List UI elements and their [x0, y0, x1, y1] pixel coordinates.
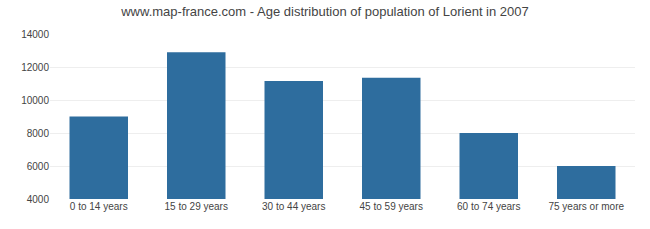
- svg-text:15 to 29 years: 15 to 29 years: [165, 201, 228, 212]
- svg-text:www.map-france.com - Age distr: www.map-france.com - Age distribution of…: [120, 4, 529, 19]
- svg-text:6000: 6000: [27, 161, 50, 172]
- svg-text:8000: 8000: [27, 128, 50, 139]
- svg-text:0 to 14 years: 0 to 14 years: [70, 201, 128, 212]
- svg-text:75 years or more: 75 years or more: [548, 201, 624, 212]
- svg-text:60 to 74 years: 60 to 74 years: [457, 201, 520, 212]
- svg-text:4000: 4000: [27, 194, 50, 205]
- svg-text:45 to 59 years: 45 to 59 years: [360, 201, 423, 212]
- svg-text:14000: 14000: [21, 29, 49, 40]
- svg-text:12000: 12000: [21, 62, 49, 73]
- svg-text:10000: 10000: [21, 95, 49, 106]
- svg-text:30 to 44 years: 30 to 44 years: [262, 201, 325, 212]
